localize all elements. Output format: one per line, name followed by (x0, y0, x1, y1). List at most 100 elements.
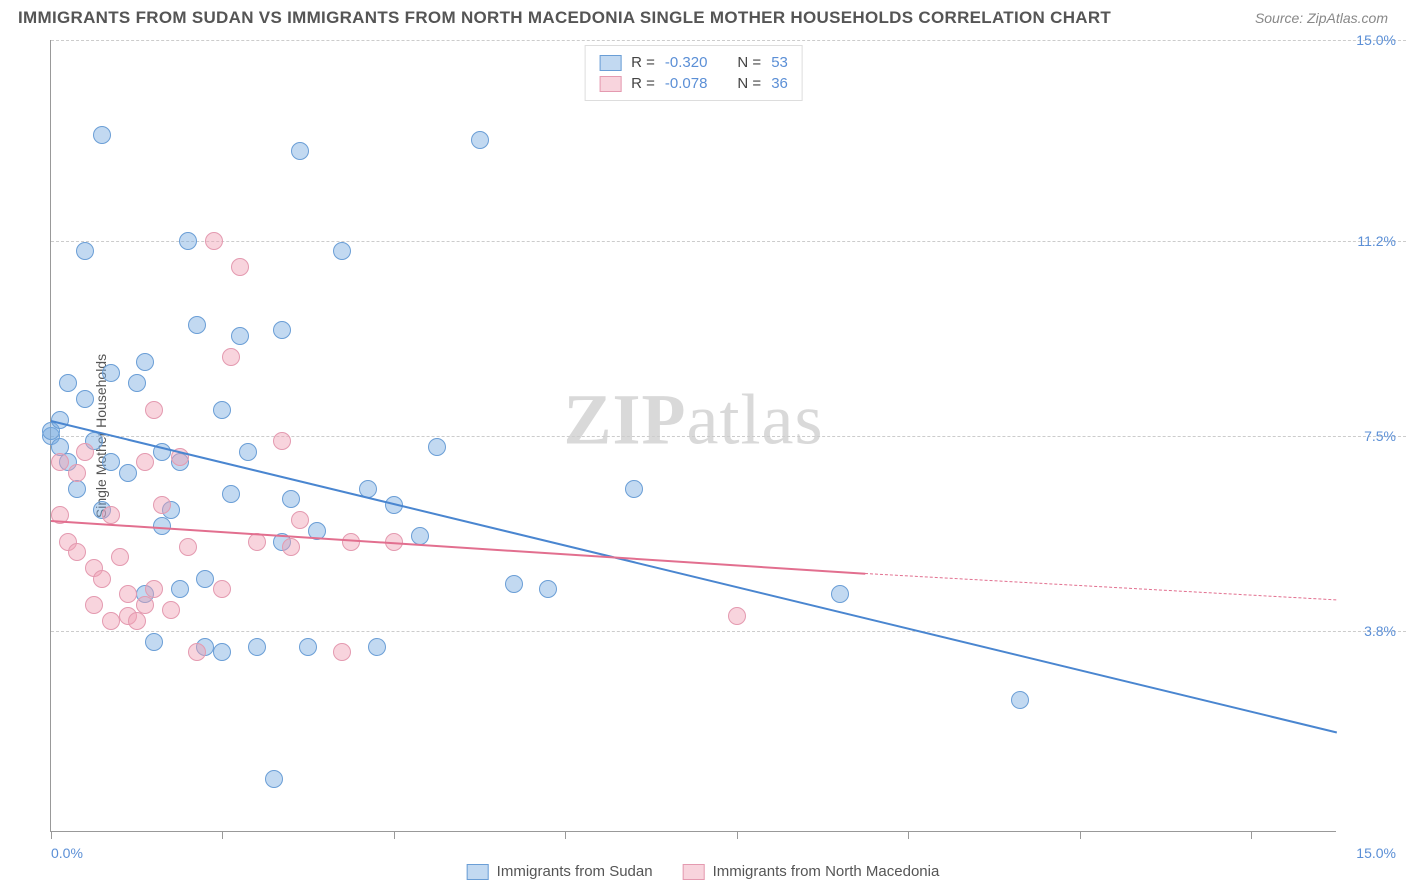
scatter-point (333, 643, 351, 661)
x-tick (737, 832, 738, 839)
series-1-name: Immigrants from Sudan (497, 863, 653, 880)
scatter-point (119, 464, 137, 482)
scatter-point (273, 321, 291, 339)
swatch-series-2 (599, 76, 621, 92)
scatter-point (625, 480, 643, 498)
scatter-point (68, 464, 86, 482)
x-tick (51, 832, 52, 839)
r-value-2: -0.078 (665, 75, 708, 92)
scatter-point (222, 485, 240, 503)
scatter-point (282, 490, 300, 508)
scatter-point (128, 374, 146, 392)
scatter-point (188, 316, 206, 334)
x-tick (394, 832, 395, 839)
scatter-point (505, 575, 523, 593)
scatter-point (93, 126, 111, 144)
watermark-bold: ZIP (564, 379, 687, 459)
r-label-2: R = (631, 75, 655, 92)
scatter-point (136, 353, 154, 371)
plot-area: Single Mother Households ZIPatlas R = -0… (50, 40, 1336, 832)
scatter-point (213, 643, 231, 661)
trend-line (51, 420, 1337, 733)
legend-bottom-item-1: Immigrants from Sudan (467, 863, 653, 880)
n-value-1: 53 (771, 54, 788, 71)
scatter-point (119, 585, 137, 603)
grid-line (51, 241, 1406, 242)
scatter-point (102, 612, 120, 630)
x-tick (565, 832, 566, 839)
scatter-point (265, 770, 283, 788)
grid-line (51, 631, 1406, 632)
scatter-point (93, 570, 111, 588)
scatter-point (68, 543, 86, 561)
scatter-point (205, 232, 223, 250)
scatter-point (222, 348, 240, 366)
scatter-point (179, 232, 197, 250)
x-tick (1080, 832, 1081, 839)
scatter-point (831, 585, 849, 603)
scatter-point (728, 607, 746, 625)
y-tick-label: 3.8% (1364, 623, 1396, 639)
grid-line (51, 436, 1406, 437)
legend-top: R = -0.320 N = 53 R = -0.078 N = 36 (584, 45, 803, 101)
watermark-light: atlas (687, 379, 824, 459)
scatter-point (136, 596, 154, 614)
n-label-2: N = (737, 75, 761, 92)
scatter-point (231, 258, 249, 276)
legend-row-2: R = -0.078 N = 36 (599, 73, 788, 94)
x-tick (222, 832, 223, 839)
legend-bottom: Immigrants from Sudan Immigrants from No… (467, 863, 940, 880)
y-tick-label: 11.2% (1357, 233, 1396, 249)
watermark: ZIPatlas (564, 378, 824, 461)
chart-title: IMMIGRANTS FROM SUDAN VS IMMIGRANTS FROM… (18, 8, 1111, 28)
scatter-point (102, 506, 120, 524)
scatter-point (136, 453, 154, 471)
scatter-point (239, 443, 257, 461)
scatter-point (76, 242, 94, 260)
scatter-point (188, 643, 206, 661)
scatter-point (291, 142, 309, 160)
scatter-point (171, 580, 189, 598)
scatter-point (471, 131, 489, 149)
scatter-point (102, 364, 120, 382)
scatter-point (153, 496, 171, 514)
scatter-point (299, 638, 317, 656)
grid-line (51, 40, 1406, 41)
x-tick (908, 832, 909, 839)
scatter-point (145, 633, 163, 651)
scatter-point (76, 443, 94, 461)
scatter-point (179, 538, 197, 556)
scatter-point (162, 601, 180, 619)
x-max-label: 15.0% (1356, 845, 1396, 861)
scatter-point (196, 570, 214, 588)
r-value-1: -0.320 (665, 54, 708, 71)
y-tick-label: 15.0% (1356, 32, 1396, 48)
trend-line (865, 573, 1337, 600)
legend-bottom-item-2: Immigrants from North Macedonia (683, 863, 940, 880)
scatter-point (76, 390, 94, 408)
scatter-point (368, 638, 386, 656)
scatter-point (85, 596, 103, 614)
x-min-label: 0.0% (51, 845, 83, 861)
scatter-point (1011, 691, 1029, 709)
legend-row-1: R = -0.320 N = 53 (599, 52, 788, 73)
series-2-name: Immigrants from North Macedonia (713, 863, 940, 880)
scatter-point (291, 511, 309, 529)
x-tick (1251, 832, 1252, 839)
scatter-point (153, 517, 171, 535)
scatter-point (102, 453, 120, 471)
scatter-point (231, 327, 249, 345)
source-label: Source: ZipAtlas.com (1255, 10, 1388, 26)
scatter-point (59, 374, 77, 392)
n-label-1: N = (737, 54, 761, 71)
scatter-point (128, 612, 146, 630)
swatch-series-1 (599, 55, 621, 71)
trend-line (51, 520, 866, 575)
y-tick-label: 7.5% (1364, 428, 1396, 444)
scatter-point (333, 242, 351, 260)
scatter-point (213, 580, 231, 598)
scatter-point (273, 432, 291, 450)
scatter-point (68, 480, 86, 498)
swatch-bottom-1 (467, 864, 489, 880)
scatter-point (51, 453, 69, 471)
